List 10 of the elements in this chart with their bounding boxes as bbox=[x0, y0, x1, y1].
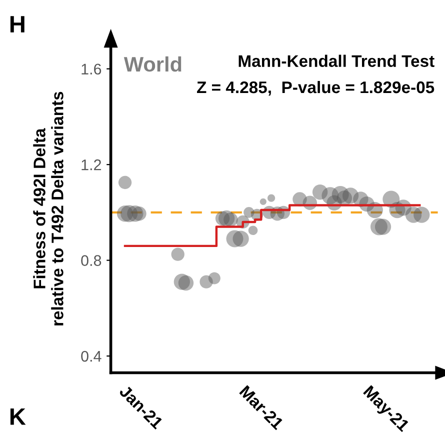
annotation: Z = 4.285, P-value = 1.829e-05 bbox=[197, 80, 434, 96]
y-tick-label: 0.4 bbox=[81, 350, 102, 362]
text: K bbox=[10, 408, 26, 425]
y-tick-label: 0.8 bbox=[81, 255, 102, 266]
y-tick-label: 1.6 bbox=[82, 64, 102, 75]
annotation: Mann-Kendall Trend Test bbox=[238, 54, 434, 67]
text: H bbox=[10, 16, 24, 32]
y-axis-title: Fitness of 492I Delta relative to T492 Delta variants bbox=[33, 92, 64, 326]
y-tick-label: 1.2 bbox=[82, 159, 102, 170]
annotation: World bbox=[124, 56, 182, 72]
